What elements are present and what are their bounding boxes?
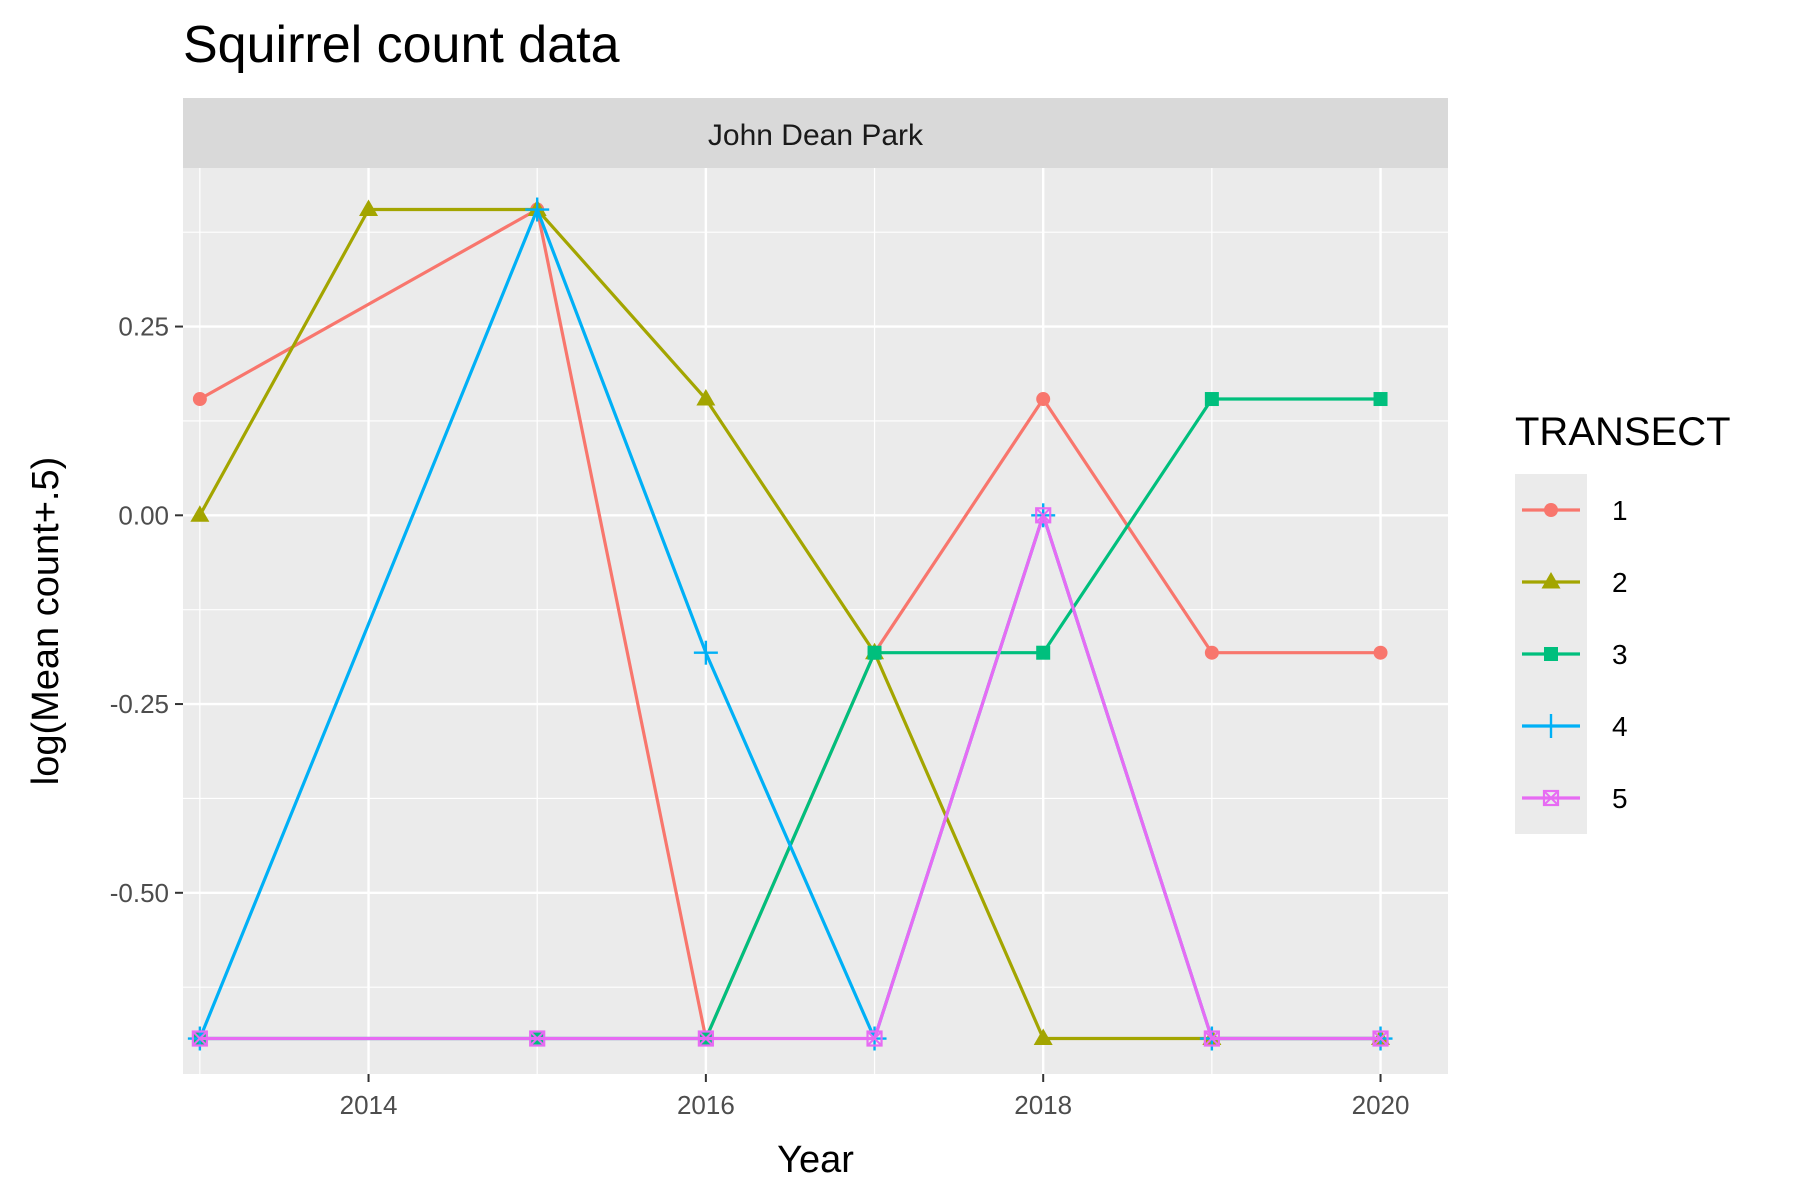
series-transect-5 — [191, 507, 1389, 1047]
square-cross-box — [1372, 1030, 1389, 1047]
y-tick-label: 0.25 — [118, 312, 169, 342]
legend-label: 2 — [1612, 567, 1628, 598]
plot-panel — [183, 168, 1448, 1074]
data-point-transect-5 — [1035, 507, 1052, 524]
square-cross-line — [1372, 1030, 1389, 1047]
data-point-transect-5 — [697, 1030, 714, 1047]
legend: TRANSECT 1 2 3 4 5 — [1515, 410, 1731, 834]
legend-label: 4 — [1612, 711, 1628, 742]
square-cross-box — [529, 1030, 546, 1047]
data-point-transect-2 — [359, 199, 379, 217]
data-point-transect-5 — [191, 1030, 208, 1047]
x-axis-title: Year — [777, 1139, 854, 1181]
facet-strip-label: John Dean Park — [708, 119, 924, 152]
legend-item-transect-3: 3 — [1522, 639, 1628, 670]
data-point-transect-1 — [1204, 645, 1219, 660]
data-point-transect-2 — [1033, 1028, 1053, 1046]
y-tick-label: -0.50 — [110, 878, 169, 908]
legend-item-transect-5: 5 — [1522, 783, 1628, 814]
y-axis-title: log(Mean count+.5) — [25, 457, 67, 785]
data-point-transect-5 — [1203, 1030, 1220, 1047]
legend-key-marker — [1542, 789, 1560, 807]
legend-key-marker — [1539, 714, 1563, 738]
y-tick-label: -0.25 — [110, 689, 169, 719]
square-cross-line — [192, 1030, 208, 1047]
y-tick-label: 0.00 — [118, 500, 169, 530]
legend-label: 1 — [1612, 495, 1628, 526]
x-tick-label: 2018 — [1014, 1090, 1072, 1120]
series-line-transect-2 — [198, 207, 1381, 1041]
square-cross-line — [1204, 1030, 1220, 1047]
data-point-transect-1 — [1036, 392, 1051, 407]
x-tick-label: 2020 — [1352, 1090, 1410, 1120]
legend-title: TRANSECT — [1515, 410, 1731, 454]
square-cross-box — [191, 1030, 208, 1047]
legend-key-marker — [1544, 503, 1558, 517]
square-cross-box — [1203, 1030, 1220, 1047]
facet-strip — [183, 98, 1448, 168]
data-point-transect-1 — [192, 392, 207, 407]
square-cross-box — [697, 1030, 714, 1047]
data-point-transect-3 — [1373, 392, 1388, 407]
data-point-transect-3 — [1204, 392, 1219, 407]
data-point-transect-2 — [190, 505, 210, 522]
legend-label: 5 — [1612, 783, 1628, 814]
data-point-transect-3 — [867, 645, 882, 660]
data-point-transect-5 — [529, 1030, 546, 1047]
legend-label: 3 — [1612, 639, 1628, 670]
x-tick-label: 2016 — [677, 1090, 735, 1120]
square-cross-line — [698, 1030, 714, 1047]
data-point-transect-4 — [525, 197, 550, 222]
chart-title: Squirrel count data — [183, 16, 620, 74]
data-point-transect-5 — [1372, 1030, 1389, 1047]
square-cross-box — [866, 1030, 883, 1047]
x-tick-label: 2014 — [340, 1090, 398, 1120]
square-cross-line — [529, 1030, 545, 1047]
data-point-transect-5 — [866, 1030, 883, 1047]
data-point-transect-2 — [696, 389, 716, 406]
data-point-transect-1 — [1373, 645, 1388, 660]
legend-item-transect-4: 4 — [1522, 711, 1628, 742]
data-series — [187, 197, 1393, 1051]
legend-key-marker — [1544, 647, 1558, 661]
square-cross-box — [1035, 507, 1052, 524]
legend-key-marker — [1541, 572, 1561, 589]
square-cross-line — [866, 1030, 883, 1047]
data-point-transect-3 — [1036, 645, 1051, 660]
axes: 2014 2016 2018 2020 0.25 0.00 -0.25 -0.50 — [110, 312, 1410, 1120]
legend-item-transect-2: 2 — [1522, 567, 1628, 598]
square-cross-box — [1542, 789, 1560, 807]
data-point-transect-4 — [693, 640, 718, 665]
legend-item-transect-1: 1 — [1522, 495, 1628, 526]
square-cross-line — [1035, 507, 1051, 524]
square-cross-line — [1543, 790, 1559, 806]
